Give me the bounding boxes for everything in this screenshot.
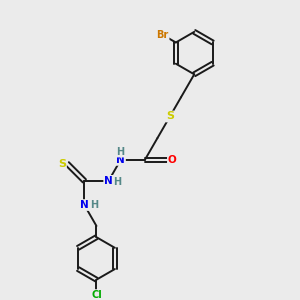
Text: O: O [168,155,177,165]
Text: Br: Br [156,30,169,40]
Text: H: H [113,177,121,187]
Text: H: H [117,147,125,157]
Text: N: N [80,200,89,210]
Text: N: N [104,176,113,186]
Text: Cl: Cl [91,290,102,300]
Text: S: S [58,159,66,169]
Text: H: H [90,200,98,210]
Text: S: S [166,112,174,122]
Text: N: N [116,155,125,165]
